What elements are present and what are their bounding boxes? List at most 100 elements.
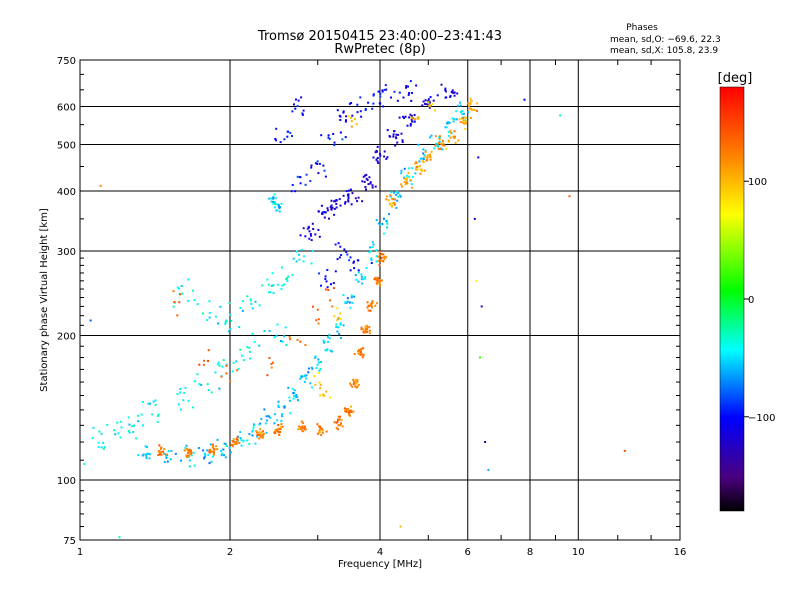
data-point (361, 180, 364, 183)
data-point (318, 235, 321, 238)
data-point (297, 99, 300, 102)
data-point (310, 164, 313, 167)
data-point (347, 408, 350, 411)
y-tick-label: 600 (57, 103, 76, 114)
data-point (316, 363, 319, 366)
data-point (281, 340, 284, 343)
data-point (235, 360, 238, 363)
data-point (434, 144, 437, 147)
data-point (400, 172, 403, 175)
data-point (345, 251, 348, 253)
data-point (189, 449, 192, 452)
data-point (280, 413, 283, 415)
data-point (357, 196, 360, 199)
data-point (378, 251, 381, 253)
data-point (294, 107, 297, 110)
data-point (375, 158, 378, 161)
data-point (275, 127, 278, 130)
data-point (418, 160, 421, 163)
data-point (229, 328, 231, 330)
data-point (335, 427, 338, 430)
data-point (354, 378, 357, 381)
data-point (320, 134, 323, 137)
data-point (468, 105, 470, 107)
data-point (270, 366, 273, 369)
data-point (348, 301, 351, 304)
data-point (217, 361, 220, 364)
data-point (347, 197, 350, 200)
data-point (304, 183, 307, 186)
data-point (207, 389, 210, 391)
data-point (100, 446, 103, 449)
data-point (383, 150, 386, 153)
data-point (441, 144, 444, 147)
data-point (156, 420, 159, 423)
data-point (321, 213, 324, 215)
data-point (317, 371, 320, 374)
data-point (354, 274, 357, 277)
data-point (353, 295, 356, 298)
data-point (372, 102, 375, 105)
data-point (332, 287, 335, 290)
data-point (329, 205, 332, 208)
data-point (222, 359, 225, 361)
data-point (399, 195, 402, 198)
data-point (215, 445, 218, 448)
data-point (449, 136, 452, 139)
data-point (328, 337, 331, 340)
data-point (320, 361, 322, 363)
data-point (473, 217, 476, 220)
data-point (465, 120, 468, 123)
data-point (439, 135, 442, 138)
data-point (314, 383, 317, 386)
data-point (336, 330, 339, 333)
data-point (440, 83, 443, 86)
data-point (235, 438, 238, 441)
data-point (378, 253, 381, 256)
data-point (119, 436, 122, 439)
data-point (133, 424, 135, 427)
data-point (336, 109, 339, 112)
data-point (326, 209, 329, 212)
data-point (357, 350, 359, 353)
data-point (254, 442, 257, 445)
data-point (98, 430, 101, 433)
data-point (346, 408, 348, 411)
data-point (324, 175, 327, 178)
data-point (183, 449, 186, 452)
data-point (294, 190, 297, 193)
data-point (325, 390, 328, 393)
data-point (391, 202, 394, 205)
data-point (187, 278, 190, 281)
data-point (305, 173, 308, 176)
data-point (119, 420, 122, 423)
data-point (344, 202, 346, 205)
data-point (238, 326, 241, 329)
y-tick-label: 500 (57, 141, 76, 152)
data-point (324, 211, 327, 214)
data-point (451, 89, 454, 92)
data-point (277, 404, 280, 407)
data-point (293, 389, 296, 392)
data-point (286, 277, 289, 280)
data-point (385, 198, 388, 201)
data-point (188, 465, 191, 468)
data-point (320, 284, 322, 287)
data-point (419, 168, 422, 171)
data-point (433, 109, 436, 112)
data-point (367, 309, 370, 312)
data-point (316, 160, 319, 163)
data-point (318, 381, 321, 384)
data-point (432, 99, 435, 102)
data-point (280, 202, 283, 205)
data-point (296, 396, 299, 399)
data-point (231, 445, 234, 448)
data-point (389, 194, 392, 197)
data-point (322, 339, 325, 342)
data-point (296, 105, 299, 108)
data-point (190, 454, 193, 457)
data-point (414, 172, 417, 175)
data-point (345, 119, 347, 122)
data-point (303, 375, 306, 378)
data-point (377, 281, 380, 284)
